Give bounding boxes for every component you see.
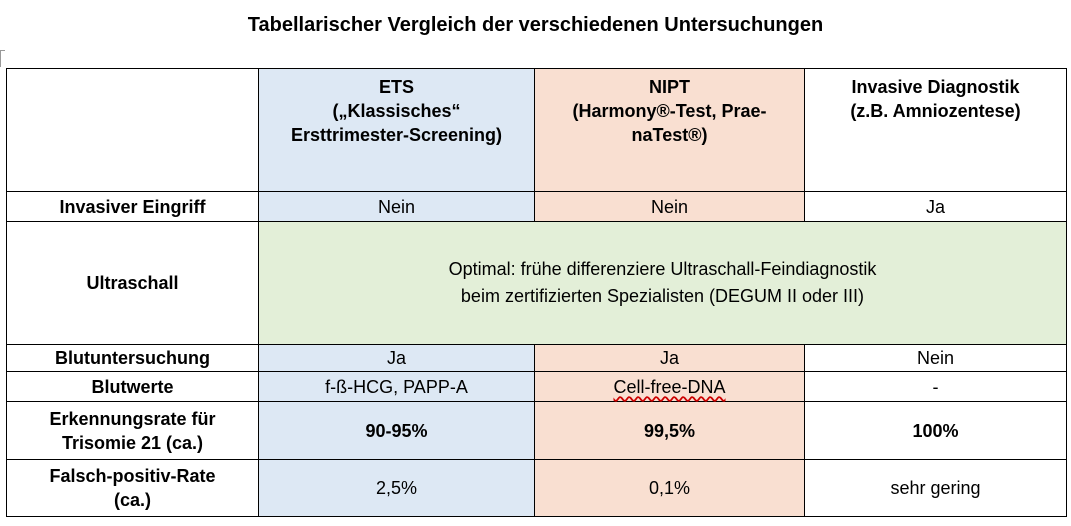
- ultrasound-text-line: beim zertifizierten Spezialisten (DEGUM …: [460, 286, 865, 306]
- cell-invasive: Ja: [804, 191, 1067, 222]
- row-label: Blutuntersuchung: [6, 344, 259, 372]
- table-corner-mark: [0, 50, 5, 67]
- cell-ets: f-ß-HCG, PAPP-A: [258, 371, 535, 402]
- table-row: Falsch-positiv-Rate (ca.) 2,5% 0,1% sehr…: [6, 459, 1067, 517]
- table-row: Ultraschall Optimal: frühe differenziere…: [6, 221, 1067, 345]
- header-nipt-line: naTest®): [631, 125, 708, 145]
- row-label: Falsch-positiv-Rate (ca.): [6, 459, 259, 517]
- row-label-line: Erkennungsrate für: [49, 408, 216, 429]
- table-row: Erkennungsrate für Trisomie 21 (ca.) 90-…: [6, 401, 1067, 460]
- row-label-line: Trisomie 21 (ca.): [61, 432, 204, 453]
- cell-ets: 90-95%: [258, 401, 535, 460]
- table-row: Blutwerte f-ß-HCG, PAPP-A Cell-free-DNA …: [6, 371, 1067, 402]
- cell-ets: Nein: [258, 191, 535, 222]
- row-label: Blutwerte: [6, 371, 259, 402]
- header-ets: ETS („Klassisches“ Ersttrimester-Screeni…: [258, 68, 535, 192]
- cell-ets: Ja: [258, 344, 535, 372]
- cell-invasive: -: [804, 371, 1067, 402]
- ultrasound-merged-cell: Optimal: frühe differenziere Ultraschall…: [258, 221, 1067, 345]
- table-row: Invasiver Eingriff Nein Nein Ja: [6, 191, 1067, 222]
- header-empty-cell: [6, 68, 259, 192]
- row-label: Erkennungsrate für Trisomie 21 (ca.): [6, 401, 259, 460]
- header-invasive-line: (z.B. Amniozentese): [850, 101, 1021, 121]
- comparison-table: ETS („Klassisches“ Ersttrimester-Screeni…: [6, 68, 1067, 517]
- page-title: Tabellarischer Vergleich der verschieden…: [247, 14, 824, 36]
- row-label: Invasiver Eingriff: [6, 191, 259, 222]
- cell-nipt: Cell-free-DNA: [534, 371, 805, 402]
- header-nipt-line: NIPT: [648, 77, 690, 97]
- cell-nipt: 99,5%: [534, 401, 805, 460]
- cell-invasive: Nein: [804, 344, 1067, 372]
- header-row: ETS („Klassisches“ Ersttrimester-Screeni…: [6, 68, 1067, 192]
- ultrasound-text-line: Optimal: frühe differenziere Ultraschall…: [448, 259, 877, 279]
- cell-invasive: sehr gering: [804, 459, 1067, 517]
- header-ets-line: ETS: [378, 77, 414, 97]
- cell-nipt: 0,1%: [534, 459, 805, 517]
- row-label-line: (ca.): [113, 490, 151, 510]
- cell-nipt: Nein: [534, 191, 805, 222]
- header-invasive-line: Invasive Diagnostik: [851, 77, 1020, 97]
- cell-ets: 2,5%: [258, 459, 535, 517]
- cell-nipt: Ja: [534, 344, 805, 372]
- header-ets-line: („Klassisches“: [332, 101, 461, 121]
- header-ets-line: Ersttrimester-Screening): [290, 125, 503, 145]
- header-nipt: NIPT (Harmony®-Test, Prae- naTest®): [534, 68, 805, 192]
- spellcheck-text: Cell-free-DNA: [613, 376, 726, 397]
- table-row: Blutuntersuchung Ja Ja Nein: [6, 344, 1067, 372]
- cell-invasive: 100%: [804, 401, 1067, 460]
- row-label-line: Falsch-positiv-Rate: [49, 466, 216, 486]
- header-invasive: Invasive Diagnostik (z.B. Amniozentese): [804, 68, 1067, 192]
- header-nipt-line: (Harmony®-Test, Prae-: [572, 101, 767, 121]
- row-label: Ultraschall: [6, 221, 259, 345]
